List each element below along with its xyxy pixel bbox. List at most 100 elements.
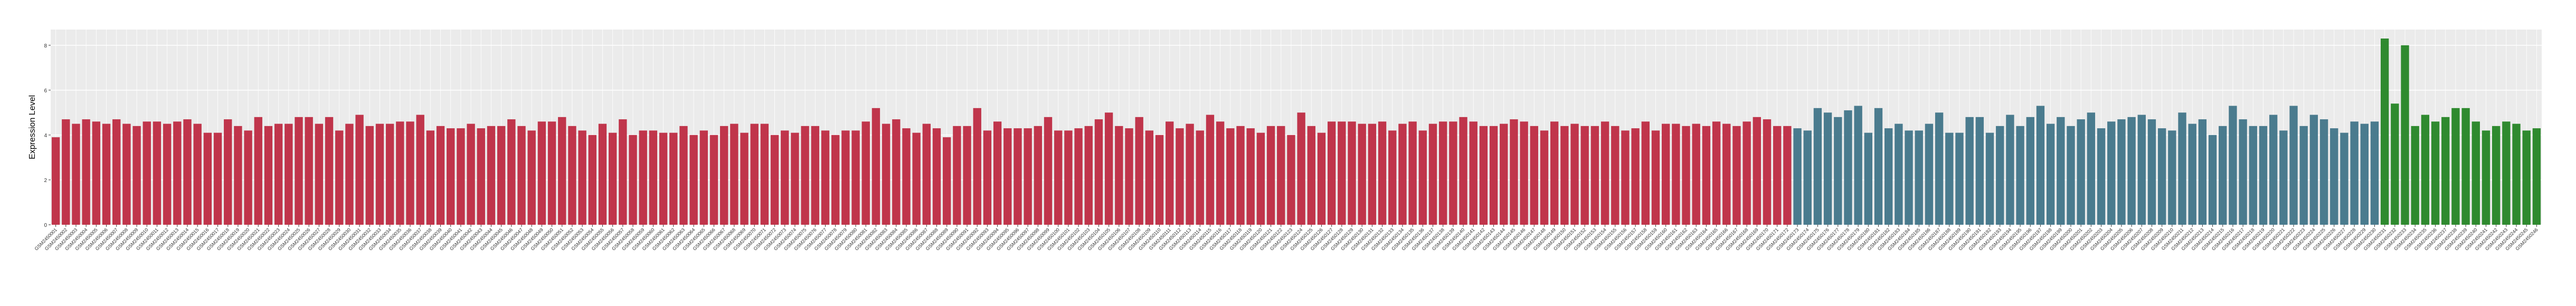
bar — [2208, 135, 2217, 225]
bar — [285, 123, 293, 225]
bar — [1307, 126, 1315, 225]
bar — [1672, 123, 1680, 225]
bar — [1155, 135, 1164, 225]
bar — [1226, 128, 1235, 225]
bar — [1611, 126, 1620, 225]
bar — [1996, 126, 2004, 225]
bar — [1905, 130, 1913, 225]
bar — [436, 126, 445, 225]
bar — [1520, 121, 1528, 225]
bar — [2380, 39, 2389, 225]
bar — [1540, 130, 1549, 225]
bar — [2492, 126, 2501, 225]
bar — [2391, 103, 2399, 225]
bar — [1783, 126, 1792, 225]
bar — [1712, 121, 1721, 225]
bar — [416, 114, 424, 225]
bar — [801, 126, 809, 225]
bar — [1266, 126, 1275, 225]
bar — [305, 117, 313, 225]
bar — [558, 117, 566, 225]
bar — [1297, 112, 1305, 225]
bar — [1104, 112, 1113, 225]
bar — [1084, 126, 1093, 225]
bar — [882, 123, 891, 225]
bar — [2137, 114, 2146, 225]
bar — [1631, 128, 1640, 225]
bar — [1196, 130, 1204, 225]
bar — [426, 130, 435, 225]
bar — [183, 119, 192, 225]
bar — [1236, 126, 1245, 225]
bar — [375, 123, 384, 225]
bar — [2046, 123, 2055, 225]
bar — [234, 126, 242, 225]
bar — [1641, 121, 1650, 225]
bar — [1753, 117, 1761, 225]
bar — [2319, 119, 2328, 225]
y-tick-label: 8 — [44, 43, 47, 49]
bar — [1773, 126, 1782, 225]
bar — [1975, 117, 1984, 225]
bar — [112, 119, 121, 225]
y-tick-label: 4 — [44, 133, 47, 139]
bar — [841, 130, 850, 225]
bar — [274, 123, 283, 225]
bar — [2188, 123, 2196, 225]
bar — [1895, 123, 1903, 225]
bar — [295, 117, 303, 225]
bar — [1500, 123, 1508, 225]
plot-background — [51, 30, 2542, 225]
bar — [1176, 128, 1184, 225]
bar — [1034, 126, 1043, 225]
bar — [649, 130, 658, 225]
bar — [1864, 132, 1873, 225]
bar — [163, 123, 172, 225]
bar — [1530, 126, 1538, 225]
bar — [619, 119, 627, 225]
bar — [1428, 123, 1437, 225]
bar — [578, 130, 586, 225]
bar — [102, 123, 111, 225]
bar — [1398, 123, 1407, 225]
y-axis-label: Expression Level — [28, 95, 37, 159]
bar — [72, 123, 80, 225]
bar — [568, 126, 576, 225]
bar — [1378, 121, 1387, 225]
bar — [993, 121, 1002, 225]
bar — [1621, 130, 1630, 225]
bar — [2077, 119, 2085, 225]
bar — [861, 121, 870, 225]
bar — [1925, 123, 1934, 225]
bar — [2259, 126, 2268, 225]
bar — [2107, 121, 2116, 225]
bar — [1550, 121, 1559, 225]
bar — [2279, 130, 2288, 225]
bar — [1449, 121, 1457, 225]
bar — [507, 119, 516, 225]
bar — [2431, 121, 2440, 225]
bar — [679, 126, 688, 225]
bar — [1277, 126, 1285, 225]
bar — [2229, 106, 2237, 225]
bar — [2239, 119, 2247, 225]
bar — [719, 126, 728, 225]
bar — [750, 123, 759, 225]
bar — [2219, 126, 2227, 225]
bar — [1955, 132, 1964, 225]
bar — [153, 121, 162, 225]
bar — [1945, 132, 1954, 225]
bar — [943, 137, 951, 225]
bar — [669, 132, 678, 225]
bar — [92, 121, 100, 225]
y-tick-label: 0 — [44, 223, 47, 228]
bar — [740, 132, 749, 225]
bar — [709, 135, 718, 225]
bar — [203, 132, 212, 225]
bar — [1915, 130, 1923, 225]
bar — [2330, 128, 2338, 225]
bar — [517, 126, 526, 225]
bar — [2036, 106, 2045, 225]
bar — [1216, 121, 1225, 225]
